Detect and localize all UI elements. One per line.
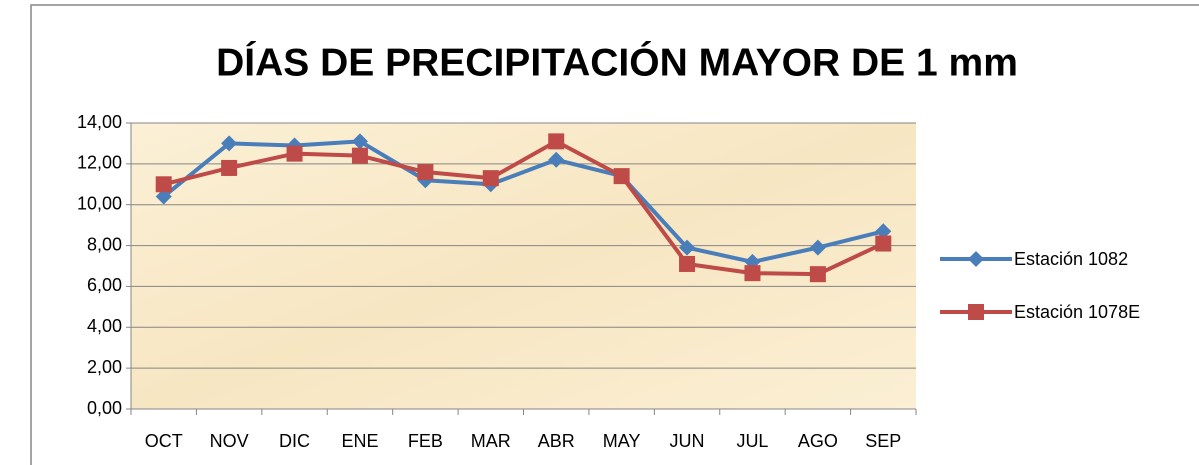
data-point xyxy=(744,265,761,282)
x-tick-label: JUN xyxy=(670,431,705,451)
data-point xyxy=(548,151,565,168)
series-line xyxy=(162,139,884,264)
y-tick-label: 14,00 xyxy=(77,112,122,132)
data-point xyxy=(809,239,826,256)
y-tick-label: 4,00 xyxy=(87,316,122,336)
y-tick-label: 10,00 xyxy=(77,193,122,213)
x-tick-label: OCT xyxy=(145,431,183,451)
data-point xyxy=(548,133,565,150)
legend-label: Estación 1078E xyxy=(1014,302,1140,322)
x-tick-label: JUL xyxy=(736,431,768,451)
legend-marker xyxy=(968,251,984,267)
data-point xyxy=(286,145,303,162)
data-point xyxy=(679,255,696,272)
data-point xyxy=(351,147,368,164)
data-point xyxy=(809,266,826,283)
x-tick-label: MAY xyxy=(603,431,641,451)
legend-marker xyxy=(968,304,984,320)
plot-area xyxy=(131,123,916,409)
x-tick-label: DIC xyxy=(279,431,310,451)
chart-title: DÍAS DE PRECIPITACIÓN MAYOR DE 1 mm xyxy=(216,40,1018,84)
data-point xyxy=(679,239,696,256)
legend-label: Estación 1082 xyxy=(1014,249,1128,269)
x-tick-label: ENE xyxy=(341,431,378,451)
data-point xyxy=(875,223,892,240)
y-tick-label: 0,00 xyxy=(87,398,122,418)
series-line xyxy=(163,139,885,277)
x-tick-label: NOV xyxy=(210,431,249,451)
x-tick-label: SEP xyxy=(865,431,901,451)
x-tick-label: AGO xyxy=(798,431,838,451)
y-tick-label: 8,00 xyxy=(87,234,122,254)
data-point xyxy=(351,133,368,150)
data-point xyxy=(221,135,238,152)
data-point xyxy=(155,188,172,205)
data-point xyxy=(875,235,892,252)
data-point xyxy=(482,170,499,187)
data-point xyxy=(155,176,172,193)
x-tick-label: ABR xyxy=(538,431,575,451)
y-tick-label: 12,00 xyxy=(77,153,122,173)
data-point xyxy=(417,164,434,181)
y-tick-label: 2,00 xyxy=(87,357,122,377)
data-point xyxy=(613,168,630,185)
y-tick-label: 6,00 xyxy=(87,275,122,295)
x-tick-label: FEB xyxy=(408,431,443,451)
data-point xyxy=(221,159,238,176)
x-tick-label: MAR xyxy=(471,431,511,451)
